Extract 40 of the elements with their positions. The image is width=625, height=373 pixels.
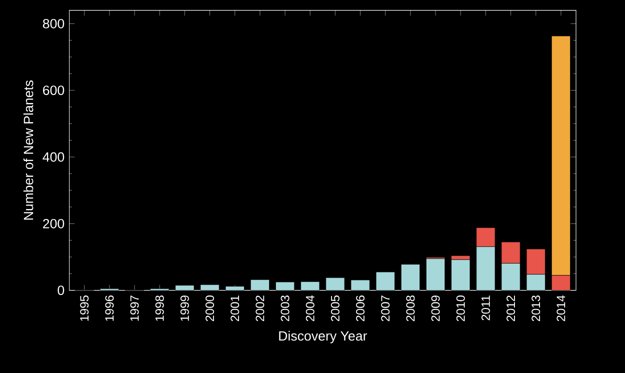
bar [326, 278, 345, 290]
x-tick-label: 2014 [556, 295, 566, 322]
y-tick-label: 0 [58, 286, 64, 296]
bar [250, 280, 270, 290]
bar [501, 242, 520, 264]
bar [526, 274, 546, 290]
x-tick-label: 2004 [306, 295, 314, 322]
bar [476, 227, 496, 247]
y-tick-label: 600 [43, 86, 64, 96]
y-tick-label: 400 [42, 152, 64, 162]
x-tick-label: 2007 [381, 296, 390, 322]
bar [551, 275, 570, 290]
x-tick-label: 2008 [406, 296, 415, 322]
x-tick-label: 1997 [130, 296, 139, 321]
x-tick-label: 2003 [280, 296, 290, 322]
y-axis-title: Number of New Planets [23, 80, 34, 220]
bar [476, 246, 496, 290]
x-tick-label: 2001 [230, 296, 240, 322]
x-axis-title: Discovery Year [279, 330, 368, 344]
x-tick-label: 2005 [330, 296, 340, 322]
bar [526, 248, 546, 275]
x-tick-label: 1995 [80, 296, 89, 321]
x-tick-label: 1999 [180, 296, 189, 321]
bar [451, 260, 470, 290]
x-tick-label: 2006 [356, 296, 365, 322]
x-tick-label: 2009 [431, 296, 440, 322]
bar [376, 272, 395, 290]
x-tick-label: 2013 [532, 296, 540, 322]
x-tick-label: 2010 [456, 296, 465, 322]
x-tick-label: 2002 [256, 296, 264, 322]
bar [501, 263, 520, 290]
x-tick-label: 2011 [481, 296, 490, 320]
x-tick-label: 2012 [506, 296, 516, 322]
x-tick-label: 1998 [155, 296, 164, 321]
bar [426, 258, 445, 290]
bar [401, 264, 420, 290]
y-tick-label: 200 [43, 218, 64, 228]
y-tick-label: 800 [42, 18, 64, 28]
x-tick-label: 2000 [206, 296, 214, 322]
x-tick-label: 1996 [105, 296, 114, 321]
